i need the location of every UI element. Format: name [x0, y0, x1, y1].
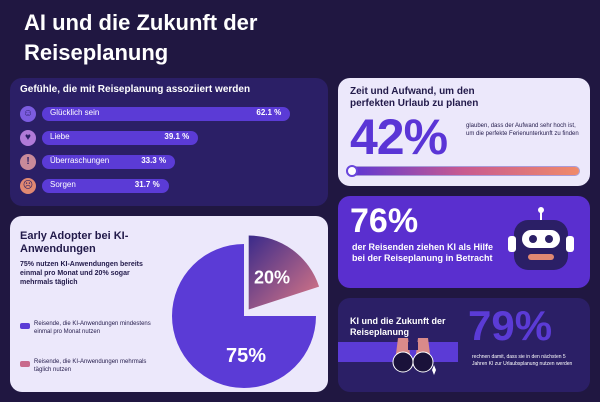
legend-text-monthly: Reisende, die KI-Anwendungen mindestens …: [34, 321, 151, 335]
pie-label-monthly: 75%: [226, 345, 266, 367]
ai-future-card: KI und die Zukunft der Reiseplanung 79% …: [338, 298, 590, 392]
feeling-row: ☹ Sorgen 31.7 %: [20, 178, 320, 194]
time-effort-progress-track: [346, 165, 580, 177]
feeling-emoji-icon: ☹: [20, 178, 36, 194]
feeling-emoji-icon: !: [20, 154, 36, 170]
time-effort-percent: 42%: [350, 109, 448, 165]
feeling-bar: [42, 155, 176, 169]
early-adopter-card: Early Adopter bei KI-Anwendungen 75% nut…: [10, 216, 328, 392]
time-effort-heading: Zeit und Aufwand, um den perfekten Urlau…: [350, 86, 479, 109]
feeling-row: ! Überraschungen 33.3 %: [20, 154, 320, 170]
pie-label-daily: 20%: [254, 267, 290, 287]
feeling-emoji-icon: ☺: [20, 106, 36, 122]
time-effort-description: glauben, dass der Aufwand sehr hoch ist,…: [466, 123, 579, 137]
ai-future-description: rechnen damit, dass sie in den nächsten …: [472, 354, 573, 367]
legend-swatch-daily: [20, 361, 30, 367]
feeling-label: Liebe: [50, 132, 70, 141]
early-adopter-subtext: 75% nutzen KI-Anwendungen bereits einmal…: [20, 261, 143, 286]
feeling-row: ☺ Glücklich sein 62.1 %: [20, 106, 320, 122]
feeling-bar: [42, 107, 291, 121]
feelings-card: Gefühle, die mit Reiseplanung assoziiert…: [10, 78, 328, 206]
feeling-value: 62.1 %: [256, 108, 282, 117]
time-effort-progress-fill: [347, 167, 579, 175]
pie-chart: 75% 20%: [172, 235, 320, 388]
robot-icon: [508, 207, 574, 270]
time-effort-progress-knob: [346, 165, 358, 177]
feeling-bar: [42, 179, 169, 193]
early-adopter-heading: Early Adopter bei KI-Anwendungen: [20, 230, 129, 255]
feeling-bar: [42, 131, 199, 145]
feeling-value: 31.7 %: [134, 180, 160, 189]
time-effort-card: Zeit und Aufwand, um den perfekten Urlau…: [338, 78, 590, 186]
pie-slice-daily: [248, 235, 320, 310]
ai-future-heading: KI und die Zukunft der Reiseplanung: [350, 316, 446, 337]
ai-consideration-percent: 76%: [350, 202, 419, 240]
feeling-value: 39.1 %: [164, 132, 190, 141]
feelings-heading: Gefühle, die mit Reiseplanung assoziiert…: [20, 84, 251, 95]
feeling-value: 33.3 %: [141, 156, 167, 165]
binoculars-icon: [392, 338, 436, 375]
page-title: AI und die Zukunft der Reiseplanung: [24, 10, 258, 65]
ai-future-percent: 79%: [468, 302, 553, 349]
ai-consideration-card: 76% der Reisenden ziehen KI als Hilfe be…: [338, 196, 590, 288]
feeling-row: ♥ Liebe 39.1 %: [20, 130, 320, 146]
ai-consideration-description: der Reisenden ziehen KI als Hilfe bei de…: [352, 242, 494, 263]
feeling-label: Sorgen: [50, 180, 76, 189]
legend-swatch-monthly: [20, 323, 30, 329]
feeling-label: Glücklich sein: [50, 108, 100, 117]
pie-slice-monthly: [172, 244, 316, 388]
feeling-label: Überraschungen: [50, 156, 110, 165]
feeling-emoji-icon: ♥: [20, 130, 36, 146]
legend-text-daily: Reisende, die KI-Anwendungen mehrmals tä…: [34, 359, 147, 373]
